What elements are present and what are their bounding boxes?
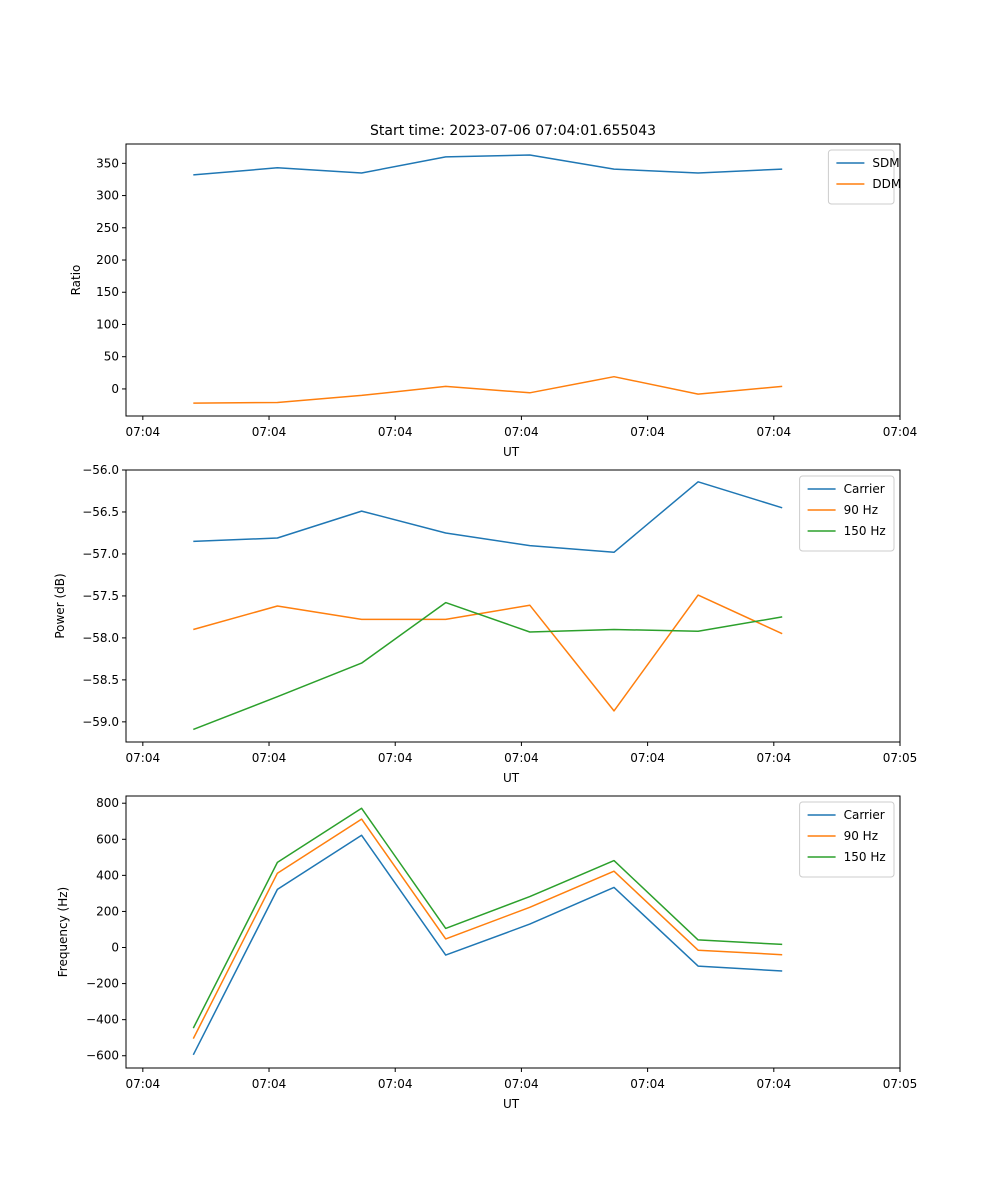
ratio-y-tick-label: 300 [96,189,119,203]
ratio-y-tick-label: 250 [96,221,119,235]
frequency-axes-frame [125,795,901,1069]
power-y-tick-label: −56.5 [82,505,119,519]
ratio-y-tick-label: 200 [96,253,119,267]
ratio-legend: SDM DDM [827,149,901,205]
power-legend-label: Carrier [844,482,885,496]
ratio-y-tick-label: 100 [96,317,119,331]
ratio-panel: 0 50 100 150 200 250 300 350 07:04 07:04 07:04 07:0… [69,143,918,459]
ratio-x-tick-label: 07:04 [757,425,792,439]
frequency-x-tick-label: 07:05 [883,1077,918,1091]
power-x-tick-label: 07:04 [757,751,792,765]
power-legend-label: 150 Hz [844,524,886,538]
frequency-series-90-hz [192,818,783,1039]
ratio-y-tick-label: 350 [96,156,119,170]
frequency-x-tick-label: 07:04 [252,1077,287,1091]
ratio-legend-label: SDM [872,156,899,170]
frequency-y-tick-label: 600 [96,832,119,846]
power-x-tick-label: 07:05 [883,751,918,765]
ratio-y-tick-label: 0 [111,382,119,396]
power-y-tick-label: −57.0 [82,547,119,561]
frequency-series-carrier [192,834,783,1056]
power-x-tick-label: 07:04 [126,751,161,765]
ratio-y-axis-label: Ratio [69,265,83,296]
power-y-tick-label: −58.5 [82,673,119,687]
ratio-x-tick-label: 07:04 [504,425,539,439]
power-x-tick-label: 07:04 [252,751,287,765]
frequency-y-tick-label: −400 [86,1013,119,1027]
ratio-x-tick-label: 07:04 [252,425,287,439]
power-y-tick-label: −59.0 [82,715,119,729]
ratio-legend-label: DDM [872,177,901,191]
frequency-panel: 800 600 400 200 0 −200 −400 −600 07:04 07:04 07:04… [56,795,918,1111]
frequency-y-tick-label: 800 [96,796,119,810]
frequency-x-tick-label: 07:04 [378,1077,413,1091]
power-x-tick-label: 07:04 [504,751,539,765]
frequency-y-tick-label: 0 [111,941,119,955]
power-y-tick-label: −58.0 [82,631,119,645]
frequency-legend: Carrier 90 Hz 150 Hz [799,801,895,878]
ratio-axes-frame [125,143,901,417]
power-series-carrier [193,481,783,554]
frequency-x-tick-label: 07:04 [757,1077,792,1091]
power-legend-box [799,475,895,552]
power-legend: Carrier 90 Hz 150 Hz [799,475,895,552]
frequency-legend-label: Carrier [844,808,885,822]
frequency-legend-label: 90 Hz [844,829,878,843]
frequency-legend-box [799,801,895,878]
frequency-y-tick-label: 400 [96,868,119,882]
frequency-y-tick-label: 200 [96,904,119,918]
power-x-tick-label: 07:04 [630,751,665,765]
power-y-tick-label: −56.0 [82,463,119,477]
frequency-y-tick-label: −600 [86,1049,119,1063]
ratio-x-tick-label: 07:04 [378,425,413,439]
frequency-y-axis-label: Frequency (Hz) [56,887,70,978]
ratio-x-tick-label: 07:04 [630,425,665,439]
frequency-x-axis-label: UT [503,1097,520,1111]
power-series-90-hz [193,594,783,712]
power-series-150-hz [193,601,783,731]
power-y-axis-label: Power (dB) [53,573,67,638]
frequency-x-tick-label: 07:04 [630,1077,665,1091]
power-legend-label: 90 Hz [844,503,878,517]
frequency-series-150-hz [192,807,783,1029]
ratio-y-tick-label: 150 [96,285,119,299]
ratio-x-tick-label: 07:04 [126,425,161,439]
ratio-x-axis-label: UT [503,445,520,459]
power-x-tick-label: 07:04 [378,751,413,765]
frequency-legend-label: 150 Hz [844,850,886,864]
ratio-series-ddm [193,375,783,404]
power-panel: −56.0 −56.5 −57.0 −57.5 −58.0 −58.5 −59.0 07:04… [53,463,917,785]
ratio-x-tick-label: 07:04 [883,425,918,439]
frequency-y-tick-label: −200 [86,977,119,991]
chart-title: Start time: 2023-07-06 07:04:01.655043 [370,123,656,139]
power-axes-frame [125,469,901,743]
frequency-x-tick-label: 07:04 [504,1077,539,1091]
ratio-series-sdm [193,154,783,176]
power-y-tick-label: −57.5 [82,589,119,603]
power-x-axis-label: UT [503,771,520,785]
frequency-x-tick-label: 07:04 [126,1077,161,1091]
ratio-y-tick-label: 50 [104,350,119,364]
